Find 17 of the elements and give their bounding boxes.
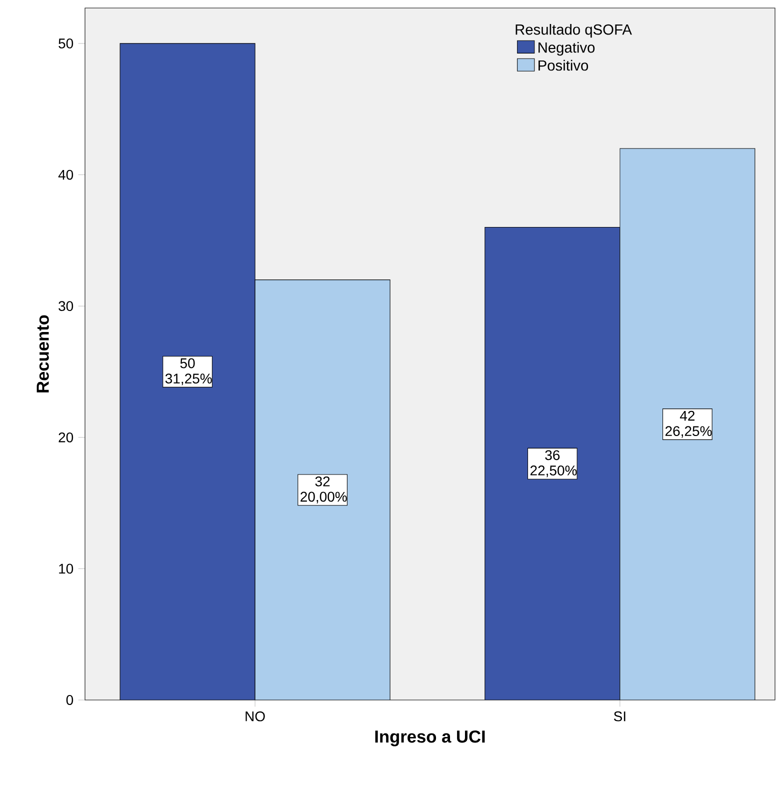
legend-label: Positivo (538, 60, 588, 71)
y-axis-title: Recuento (36, 315, 49, 392)
x-tick-label: SI (614, 711, 626, 722)
legend-title: Resultado qSOFA (516, 24, 632, 38)
data-label: 42 26,25% (665, 410, 712, 438)
y-tick-label: 0 (66, 695, 74, 705)
data-label: 50 31,25% (165, 358, 212, 386)
y-tick-label: 40 (58, 170, 74, 180)
data-label: 36 22,50% (530, 450, 577, 478)
y-tick-label: 30 (58, 301, 74, 312)
y-tick-label: 50 (58, 38, 74, 48)
data-label: 32 20,00% (300, 476, 347, 504)
x-tick-label: NO (246, 711, 265, 722)
y-tick-label: 10 (59, 564, 74, 574)
x-axis-title: Ingreso a UCI (375, 730, 485, 746)
y-tick-label: 20 (58, 432, 74, 442)
legend-label: Negativo (538, 42, 595, 56)
